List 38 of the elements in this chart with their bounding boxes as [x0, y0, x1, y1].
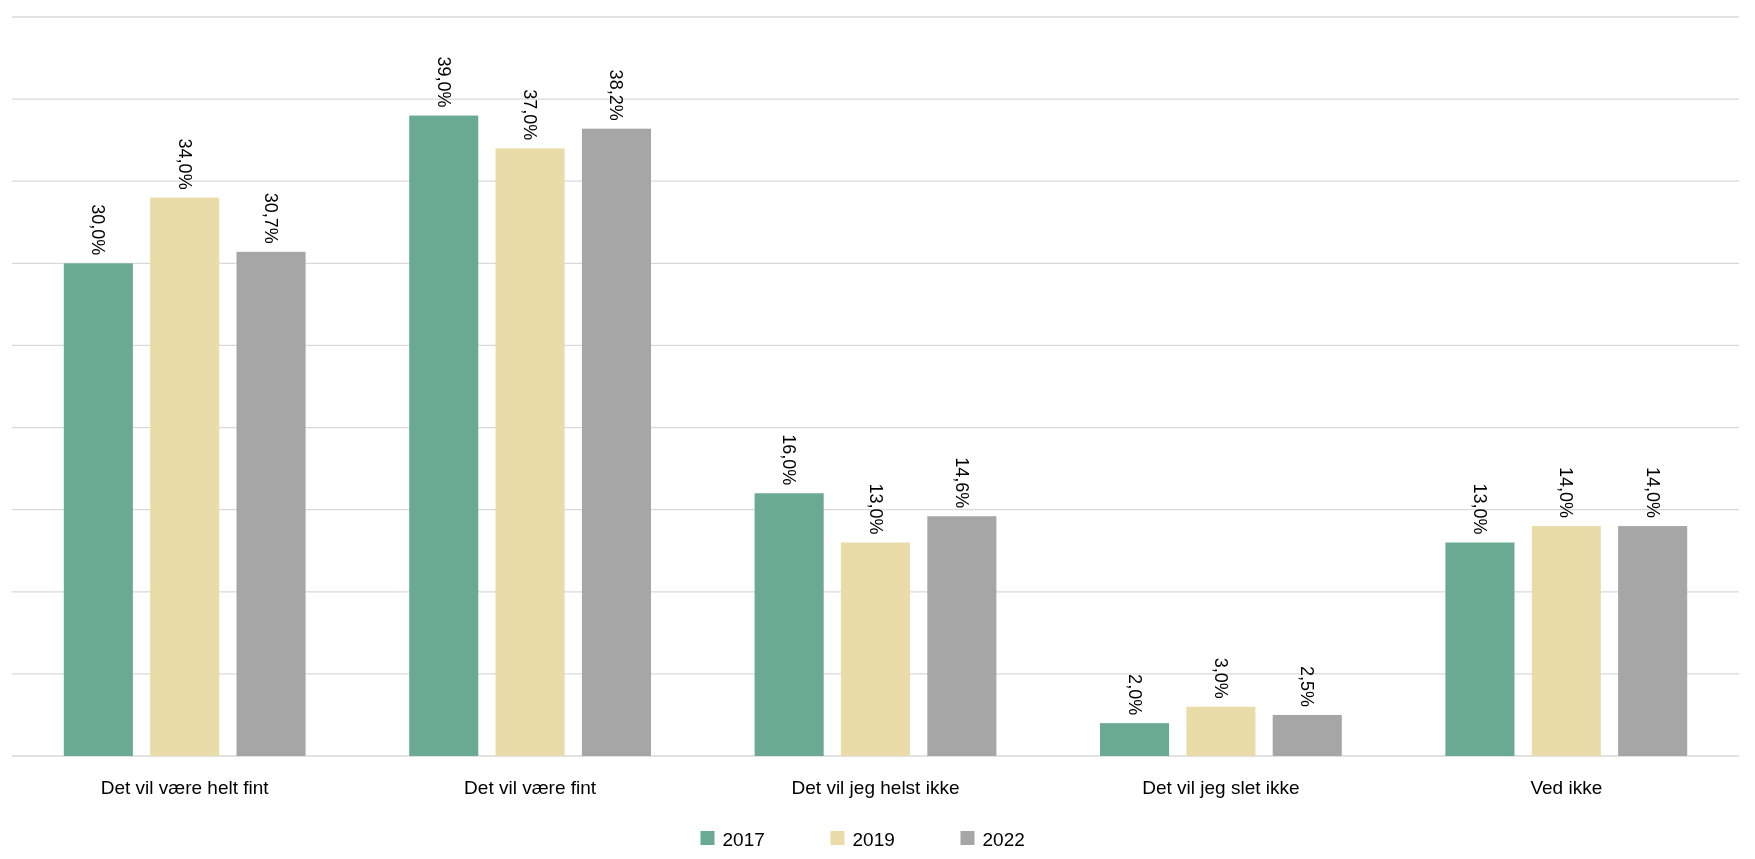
bar [236, 251, 306, 756]
data-label: 14,0% [1642, 467, 1663, 519]
data-label: 2,0% [1124, 674, 1145, 716]
data-label: 2,5% [1297, 665, 1318, 707]
legend-label: 2022 [982, 828, 1025, 850]
bar [1100, 723, 1170, 756]
data-label: 14,0% [1556, 467, 1577, 519]
x-tick-label: Det vil være helt fint [100, 777, 270, 798]
data-label: 34,0% [174, 138, 195, 190]
bar [495, 148, 565, 756]
bar [63, 263, 133, 756]
data-label: 37,0% [520, 89, 541, 141]
bar [1272, 714, 1342, 756]
data-label: 38,2% [606, 69, 627, 121]
data-label: 13,0% [865, 483, 886, 535]
bar [1531, 526, 1601, 756]
x-tick-label: Det vil jeg helst ikke [791, 777, 960, 798]
x-tick-label: Det vil være fint [464, 777, 597, 798]
x-tick-label: Ved ikke [1530, 777, 1603, 798]
bar [1445, 542, 1515, 756]
data-label: 3,0% [1210, 657, 1231, 699]
data-label: 13,0% [1469, 483, 1490, 535]
bar [1618, 526, 1688, 756]
bar [409, 115, 479, 756]
data-label: 39,0% [433, 56, 454, 108]
bar [1186, 706, 1256, 756]
bar [840, 542, 911, 756]
data-label: 30,7% [261, 192, 282, 244]
bar [754, 493, 824, 756]
x-tick-label: Det vil jeg slet ikke [1142, 777, 1300, 798]
legend-label: 2017 [722, 828, 765, 850]
data-label: 16,0% [779, 434, 800, 486]
legend-label: 2019 [852, 828, 895, 850]
bar [581, 128, 651, 756]
data-label: 14,6% [951, 457, 972, 509]
bar [150, 197, 220, 756]
bar [927, 516, 997, 756]
data-label: 30,0% [88, 204, 109, 256]
